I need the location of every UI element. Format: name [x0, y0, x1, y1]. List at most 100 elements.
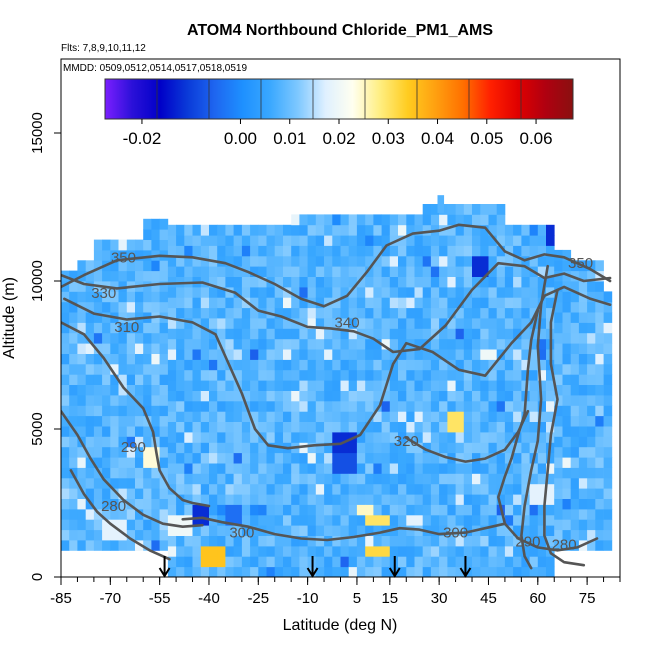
heatmap-cell [69, 291, 78, 303]
heatmap-cell [258, 535, 267, 547]
heatmap-cell [463, 338, 473, 350]
heatmap-cell [192, 483, 202, 495]
heatmap-cell [513, 235, 522, 246]
heatmap-cell [414, 297, 424, 309]
heatmap-cell [126, 249, 136, 261]
heatmap-cell [77, 415, 86, 427]
heatmap-cell [381, 255, 391, 267]
heatmap-cell [603, 332, 613, 344]
heatmap-cell [332, 432, 341, 443]
heatmap-cell [546, 307, 555, 319]
heatmap-cell [570, 270, 580, 282]
heatmap-cell [373, 545, 382, 557]
heatmap-cell [570, 291, 580, 303]
heatmap-cell [291, 535, 300, 547]
heatmap-cell [430, 318, 440, 329]
heatmap-cell [118, 374, 128, 385]
heatmap-cell [578, 446, 588, 458]
heatmap-cell [299, 297, 308, 309]
heatmap-cell [603, 519, 613, 531]
heatmap-cell [209, 525, 218, 536]
heatmap-cell [546, 224, 555, 236]
heatmap-cell [291, 473, 300, 485]
heatmap-cell [209, 235, 218, 246]
heatmap-cell [480, 421, 489, 433]
heatmap-cell [258, 452, 267, 464]
heatmap-cell [356, 514, 366, 526]
heatmap-cell [299, 318, 308, 329]
heatmap-cell [406, 535, 415, 547]
heatmap-cell [315, 432, 325, 443]
heatmap-cell [488, 338, 498, 350]
heatmap-cell [480, 214, 489, 226]
heatmap-cell [241, 432, 251, 443]
heatmap-cell [447, 307, 456, 319]
heatmap-cell [529, 504, 539, 516]
heatmap-cell [176, 452, 185, 464]
heatmap-cell [570, 301, 580, 313]
heatmap-cell [192, 328, 202, 340]
heatmap-cell [167, 463, 177, 474]
heatmap-cell [422, 338, 432, 350]
heatmap-cell [480, 359, 489, 371]
heatmap-cell [554, 498, 563, 510]
heatmap-cell [307, 452, 317, 464]
heatmap-cell [513, 276, 522, 288]
heatmap-cell [233, 245, 243, 257]
heatmap-cell [587, 488, 596, 499]
heatmap-cell [373, 235, 382, 246]
heatmap-cell [151, 270, 160, 282]
heatmap-cell [250, 400, 259, 412]
heatmap-cell [93, 384, 103, 396]
heatmap-cell [93, 312, 103, 323]
heatmap-cell [291, 235, 300, 246]
heatmap-cell [332, 473, 341, 485]
heatmap-cell [283, 463, 292, 474]
heatmap-cell [126, 260, 136, 272]
heatmap-cell [102, 436, 111, 448]
heatmap-cell [381, 535, 391, 547]
heatmap-cell [554, 540, 563, 551]
heatmap-cell [447, 235, 456, 246]
heatmap-cell [455, 545, 465, 557]
heatmap-cell [439, 556, 448, 568]
heatmap-cell [595, 508, 604, 520]
heatmap-cell [102, 498, 111, 510]
heatmap-cell [315, 545, 325, 557]
heatmap-cell [274, 328, 284, 340]
heatmap-cell [126, 270, 136, 282]
heatmap-cell [266, 359, 276, 371]
heatmap-cell [209, 545, 218, 557]
heatmap-cell [225, 224, 234, 236]
heatmap-cell [463, 286, 473, 298]
heatmap-cell [488, 463, 498, 474]
heatmap-cell [603, 363, 613, 375]
heatmap-cell [546, 566, 555, 577]
heatmap-cell [69, 281, 78, 292]
heatmap-cell [61, 281, 70, 292]
heatmap-cell [595, 332, 604, 344]
heatmap-cell [463, 380, 473, 391]
heatmap-cell [562, 363, 572, 375]
heatmap-cell [521, 369, 530, 381]
heatmap-cell [439, 494, 448, 505]
heatmap-cell [365, 400, 374, 412]
heatmap-cell [504, 432, 514, 443]
heatmap-cell [77, 260, 86, 272]
heatmap-cell [266, 556, 276, 568]
heatmap-cell [192, 556, 202, 568]
heatmap-cell [77, 353, 86, 365]
heatmap-cell [340, 452, 350, 464]
heatmap-cell [167, 473, 177, 485]
heatmap-cell [102, 363, 111, 375]
heatmap-cell [200, 504, 210, 516]
heatmap-cell [480, 400, 489, 412]
heatmap-cell [266, 349, 276, 360]
heatmap-cell [167, 338, 177, 350]
heatmap-cell [570, 384, 580, 396]
heatmap-cell [340, 566, 350, 577]
heatmap-cell [488, 380, 498, 391]
heatmap-cell [307, 442, 317, 454]
heatmap-cell [77, 322, 86, 334]
heatmap-cell [126, 446, 136, 458]
